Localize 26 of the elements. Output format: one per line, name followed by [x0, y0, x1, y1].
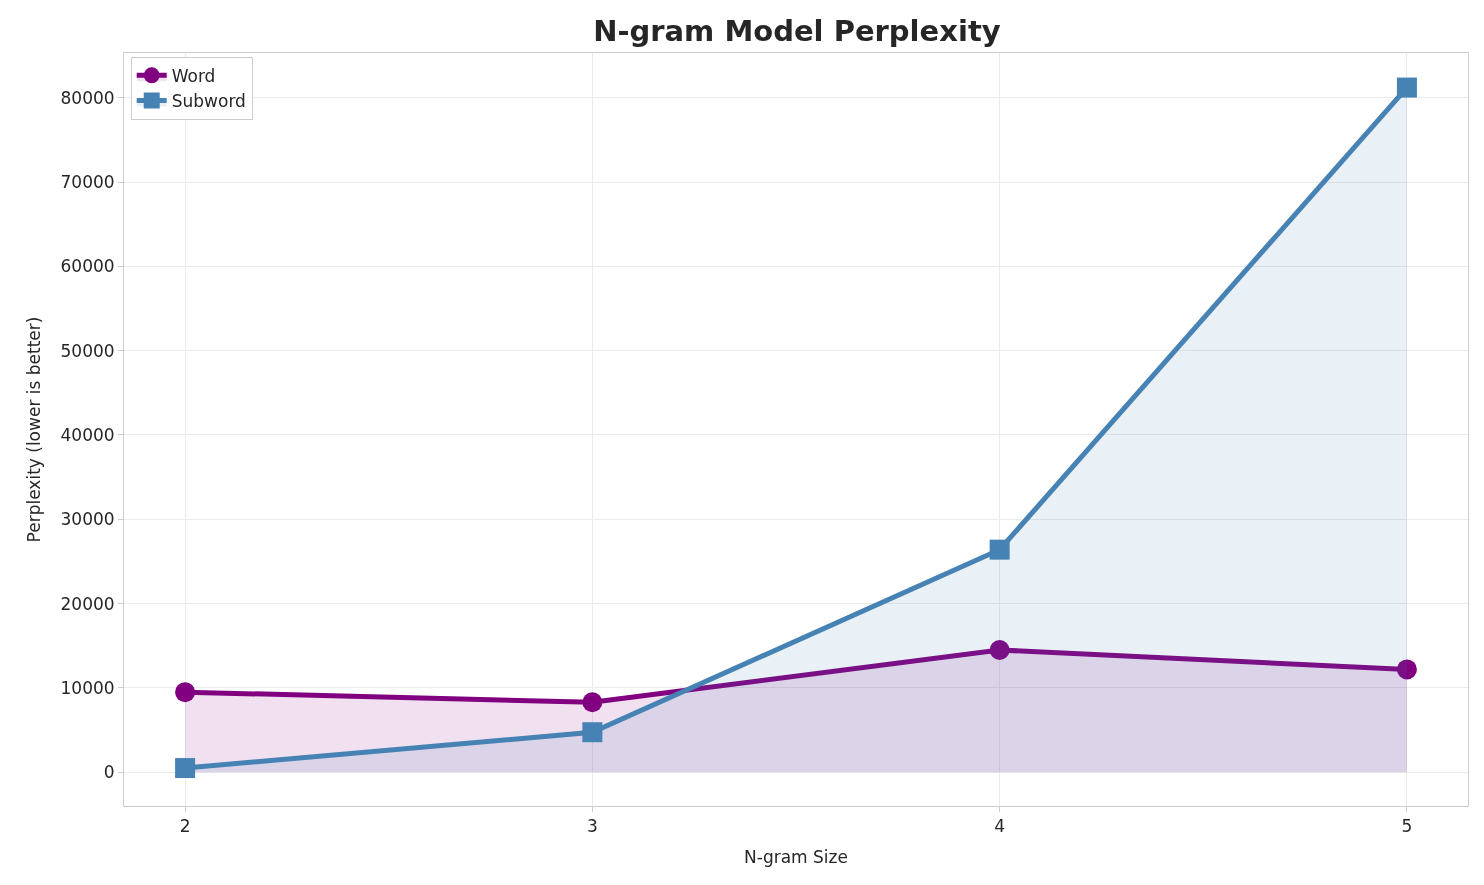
point [175, 758, 196, 779]
y-tick-label: 50000 [60, 340, 115, 361]
point [989, 640, 1010, 660]
x-tick-label: 2 [179, 816, 191, 837]
point [582, 692, 603, 713]
point [989, 539, 1010, 560]
y-tick-label: 10000 [60, 677, 115, 698]
y-tick-label: 80000 [60, 87, 115, 108]
y-tick-label: 40000 [60, 424, 115, 445]
x-tick-label: 5 [1401, 816, 1413, 837]
point [582, 722, 603, 743]
chart-title: N-gram Model Perplexity [593, 14, 1001, 49]
y-tick-label: 0 [103, 762, 115, 783]
legend-label: Word [171, 65, 216, 86]
point [1396, 659, 1417, 680]
y-axis-title: Perplexity (lower is better) [24, 316, 45, 543]
x-axis-title: N-gram Size [744, 846, 848, 867]
y-tick-label: 70000 [60, 171, 115, 192]
legend-label: Subword [171, 91, 246, 112]
point [1396, 77, 1417, 98]
y-tick-label: 60000 [60, 256, 115, 277]
x-tick-label: 4 [994, 816, 1006, 837]
y-tick-label: 20000 [60, 593, 115, 614]
point [175, 682, 196, 703]
x-tick-label: 3 [586, 816, 598, 837]
y-tick-label: 30000 [60, 509, 115, 530]
